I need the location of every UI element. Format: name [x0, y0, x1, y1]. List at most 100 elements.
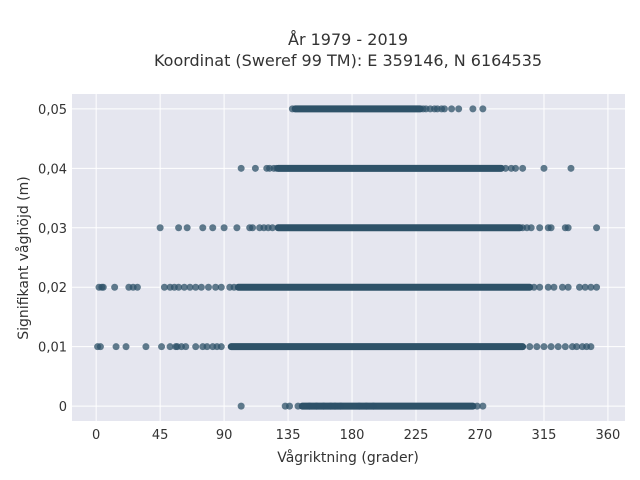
x-tick-label: 360	[596, 428, 621, 443]
data-point	[526, 343, 534, 351]
data-point	[554, 343, 562, 351]
data-point	[273, 164, 281, 172]
data-point	[209, 224, 217, 232]
x-tick-label: 225	[404, 428, 429, 443]
data-point	[593, 283, 601, 291]
data-point	[355, 402, 363, 410]
y-tick-label: 0,03	[38, 222, 67, 237]
data-point	[183, 224, 191, 232]
y-tick-label: 0	[59, 400, 67, 415]
data-point	[519, 164, 527, 172]
data-point	[564, 224, 572, 232]
data-point	[112, 343, 120, 351]
data-point	[587, 283, 595, 291]
data-point	[305, 402, 313, 410]
data-point	[156, 224, 164, 232]
data-point	[175, 283, 183, 291]
data-point	[237, 402, 245, 410]
data-point	[220, 224, 228, 232]
x-tick-label: 315	[532, 428, 557, 443]
data-point	[99, 283, 107, 291]
y-tick-label: 0,02	[38, 281, 67, 296]
data-point	[448, 105, 456, 113]
data-point	[587, 343, 595, 351]
data-point	[527, 224, 535, 232]
data-point	[204, 283, 212, 291]
data-points	[94, 105, 601, 410]
chart-title-line-2: Koordinat (Sweref 99 TM): E 359146, N 61…	[154, 51, 542, 70]
x-tick-label: 90	[216, 428, 233, 443]
data-point	[558, 283, 566, 291]
data-point	[249, 224, 257, 232]
x-tick-label: 180	[340, 428, 365, 443]
data-point	[175, 224, 183, 232]
data-point	[530, 283, 538, 291]
data-point	[251, 164, 259, 172]
data-point	[166, 343, 174, 351]
data-point	[455, 105, 463, 113]
data-point	[469, 105, 477, 113]
data-point	[286, 402, 294, 410]
data-point	[142, 343, 150, 351]
data-point	[369, 402, 377, 410]
data-point	[479, 105, 487, 113]
data-point	[440, 105, 448, 113]
data-point	[294, 402, 302, 410]
data-point	[512, 164, 520, 172]
data-point	[212, 283, 220, 291]
data-point	[337, 402, 345, 410]
data-point	[122, 343, 130, 351]
y-axis-label: Signifikant våghöjd (m)	[15, 176, 32, 339]
data-point	[182, 343, 190, 351]
data-point	[581, 283, 589, 291]
data-point	[313, 402, 321, 410]
data-point	[547, 343, 555, 351]
data-point	[540, 343, 548, 351]
data-point	[96, 343, 104, 351]
data-point	[237, 164, 245, 172]
data-point	[158, 343, 166, 351]
y-tick-label: 0,04	[38, 162, 67, 177]
data-point	[230, 283, 238, 291]
data-point	[133, 283, 141, 291]
data-point	[593, 224, 601, 232]
data-point	[203, 343, 211, 351]
data-point	[217, 283, 225, 291]
data-point	[540, 164, 548, 172]
data-point	[547, 224, 555, 232]
data-point	[288, 105, 296, 113]
chart-title-line-1: År 1979 - 2019	[288, 30, 408, 49]
data-point	[536, 283, 544, 291]
data-point	[217, 343, 225, 351]
data-point	[567, 164, 575, 172]
data-point	[186, 283, 194, 291]
data-point	[533, 343, 541, 351]
data-point	[197, 283, 205, 291]
data-point	[320, 402, 328, 410]
data-point	[233, 224, 241, 232]
data-point	[192, 343, 200, 351]
x-axis-label: Vågriktning (grader)	[277, 449, 419, 466]
data-point	[573, 343, 581, 351]
x-tick-label: 45	[152, 428, 169, 443]
x-tick-label: 0	[92, 428, 100, 443]
data-point	[544, 283, 552, 291]
data-point	[160, 283, 168, 291]
data-point	[564, 283, 572, 291]
x-tick-label: 135	[276, 428, 301, 443]
y-tick-label: 0,01	[38, 341, 67, 356]
plot-area	[72, 94, 625, 421]
data-point	[199, 224, 207, 232]
data-point	[111, 283, 119, 291]
data-point	[192, 283, 200, 291]
data-point	[473, 402, 481, 410]
data-point	[479, 402, 487, 410]
x-tick-label: 270	[468, 428, 493, 443]
y-tick-label: 0,05	[38, 103, 67, 118]
data-point	[536, 224, 544, 232]
data-point	[180, 283, 188, 291]
data-point	[576, 283, 584, 291]
data-point	[502, 164, 510, 172]
data-point	[561, 343, 569, 351]
